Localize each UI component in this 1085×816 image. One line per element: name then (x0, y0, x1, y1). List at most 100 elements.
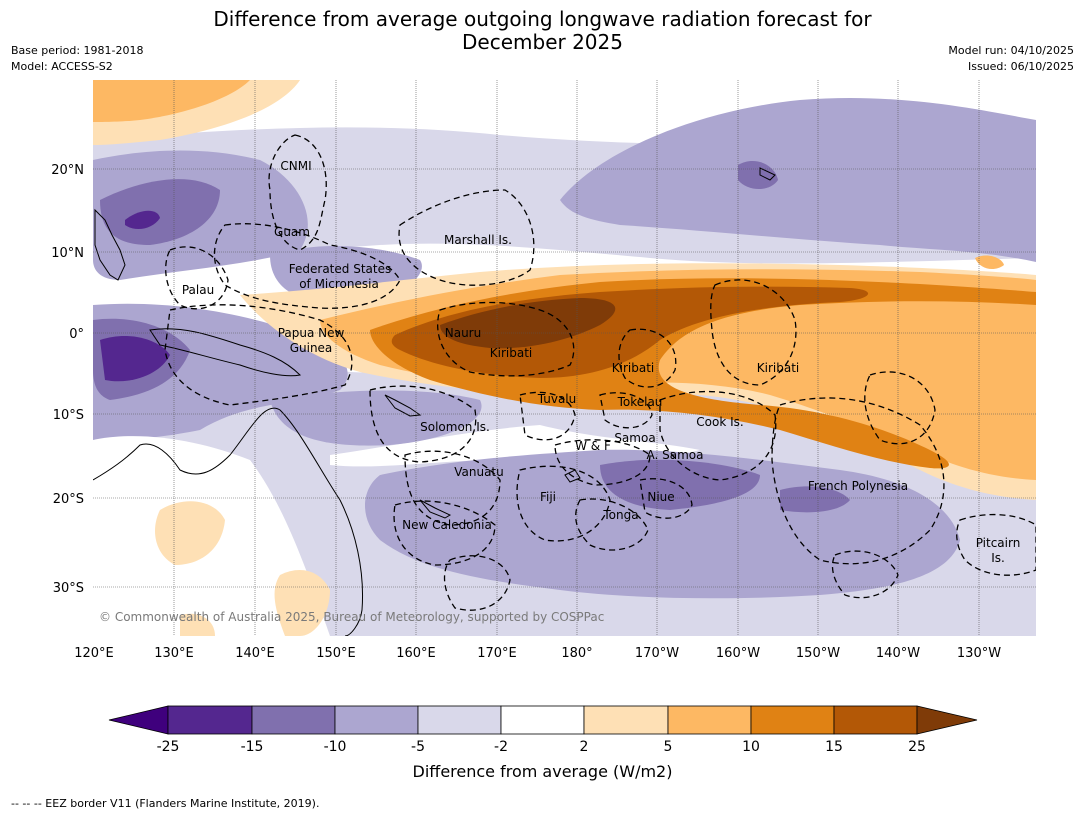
coastlines (93, 167, 776, 636)
very-strong-negative-north (125, 210, 160, 230)
colorbar-bin-9 (833, 705, 918, 735)
cb-tick-8: 15 (825, 739, 843, 755)
lon-tick-120e: 120°E (74, 646, 114, 661)
eez-wf-samoa (554, 439, 651, 486)
label-cnmi: CNMI (280, 159, 311, 173)
cb-tick-4: -2 (494, 739, 508, 755)
label-pitcairn-line1: Pitcairn (976, 536, 1021, 550)
model-run: Model run: 04/10/2025 (948, 44, 1074, 57)
eez-png (164, 304, 353, 406)
label-marshall: Marshall Is. (444, 233, 512, 247)
positive-lower-patch (180, 613, 215, 636)
eez-footnote: -- -- -- EEZ border V11 (Flanders Marine… (11, 797, 320, 810)
negative-solomon (270, 390, 482, 446)
eez-solomon (369, 385, 477, 463)
copyright-notice: © Commonwealth of Australia 2025, Bureau… (99, 610, 604, 624)
label-nauru: Nauru (445, 326, 481, 340)
label-kiribati-west: Kiribati (490, 346, 532, 360)
lat-tick-20n: 20°N (51, 163, 84, 178)
lon-tick-150w: 150°W (796, 646, 840, 661)
base-period: Base period: 1981-2018 (11, 44, 144, 57)
eez-new-caledonia (393, 500, 496, 566)
lon-tick-170w: 170°W (635, 646, 679, 661)
coast-new-caledonia (419, 499, 452, 519)
lat-tick-0: 0° (69, 327, 84, 342)
eez-tokelau (599, 392, 653, 429)
eez-french-polynesia (771, 397, 945, 565)
cb-tick-0: -25 (157, 739, 180, 755)
eez-marshall (398, 189, 535, 286)
lon-tick-130w: 130°W (957, 646, 1001, 661)
colorbar-bin-6 (583, 705, 669, 735)
strong-negative-north-west (100, 179, 220, 245)
label-guam: Guam (274, 225, 310, 239)
lon-tick-180: 180° (561, 646, 592, 661)
positive-small-north-east (975, 255, 1004, 270)
longitude-ticks: 120°E 130°E 140°E 150°E 160°E 170°E 180°… (74, 646, 1001, 661)
very-strong-negative-png (100, 335, 170, 382)
label-tonga: Tonga (602, 508, 638, 522)
eez-tuvalu (519, 391, 576, 441)
latitude-ticks: 20°N 10°N 0° 10°S 20°S 30°S (51, 163, 84, 596)
lat-tick-10s: 10°S (53, 408, 84, 423)
meta-left: Base period: 1981-2018 Model: ACCESS-S2 (11, 43, 143, 75)
label-new-caledonia: New Caledonia (402, 518, 492, 532)
colorbar-bin-2 (251, 705, 336, 735)
label-pitcairn-line2: Is. (991, 551, 1005, 565)
eez-pitcairn (956, 513, 1036, 576)
label-palau: Palau (182, 283, 214, 297)
lat-tick-10n: 10°N (51, 246, 84, 261)
coast-philippines (94, 208, 126, 281)
coast-new-guinea (149, 328, 302, 377)
region-labels: CNMI Guam Federated States of Micronesia… (182, 159, 1020, 565)
model-name: Model: ACCESS-S2 (11, 60, 113, 73)
label-fsm-line1: Federated States (289, 262, 391, 276)
label-png-line2: Guinea (290, 341, 333, 355)
lon-tick-140w: 140°W (876, 646, 920, 661)
lon-tick-140e: 140°E (235, 646, 275, 661)
eez-norfolk (443, 555, 511, 611)
label-vanuatu: Vanuatu (454, 465, 504, 479)
eez-cnmi-guam (268, 134, 327, 251)
coast-australia (93, 407, 364, 636)
coast-hawaii (759, 167, 776, 181)
label-kiribati-east: Kiribati (757, 361, 799, 375)
cb-tick-1: -15 (241, 739, 264, 755)
label-tuvalu: Tuvalu (537, 392, 577, 406)
lon-tick-150e: 150°E (316, 646, 356, 661)
strong-negative-south (600, 459, 760, 510)
issued-date: Issued: 06/10/2025 (967, 60, 1074, 73)
label-kiribati-central: Kiribati (612, 361, 654, 375)
colorbar-bin-4 (417, 705, 502, 735)
label-cook: Cook Is. (696, 415, 743, 429)
colorbar (108, 705, 978, 735)
eez-kiribati-east (710, 279, 797, 386)
strong-negative-fp (780, 486, 850, 513)
colorbar-bin-5 (500, 705, 585, 735)
colorbar-bin-1 (167, 705, 253, 735)
coast-fiji (564, 469, 581, 483)
colorbar-bin-3 (334, 705, 419, 735)
positive-north-corner (93, 80, 250, 122)
label-wf: W & F (575, 439, 611, 453)
label-solomon: Solomon Is. (420, 420, 490, 434)
lon-tick-130e: 130°E (154, 646, 194, 661)
colorbar-min-arrow (108, 705, 169, 735)
label-niue: Niue (647, 490, 674, 504)
eez-fiji (516, 465, 611, 542)
lon-tick-160w: 160°W (716, 646, 760, 661)
eez-niue (639, 478, 693, 519)
map-title: Difference from average outgoing longwav… (0, 8, 1085, 54)
colorbar-bin-7 (667, 705, 752, 735)
cb-tick-9: 25 (908, 739, 926, 755)
label-tokelau: Tokelau (617, 395, 663, 409)
cb-tick-7: 10 (742, 739, 760, 755)
eez-french-polynesia-east (864, 371, 936, 445)
eez-borders (164, 134, 1036, 611)
lon-tick-170e: 170°E (477, 646, 517, 661)
lat-tick-30s: 30°S (53, 581, 84, 596)
label-french-polynesia: French Polynesia (808, 479, 908, 493)
label-fiji: Fiji (540, 490, 556, 504)
colorbar-title: Difference from average (W/m2) (412, 762, 673, 781)
